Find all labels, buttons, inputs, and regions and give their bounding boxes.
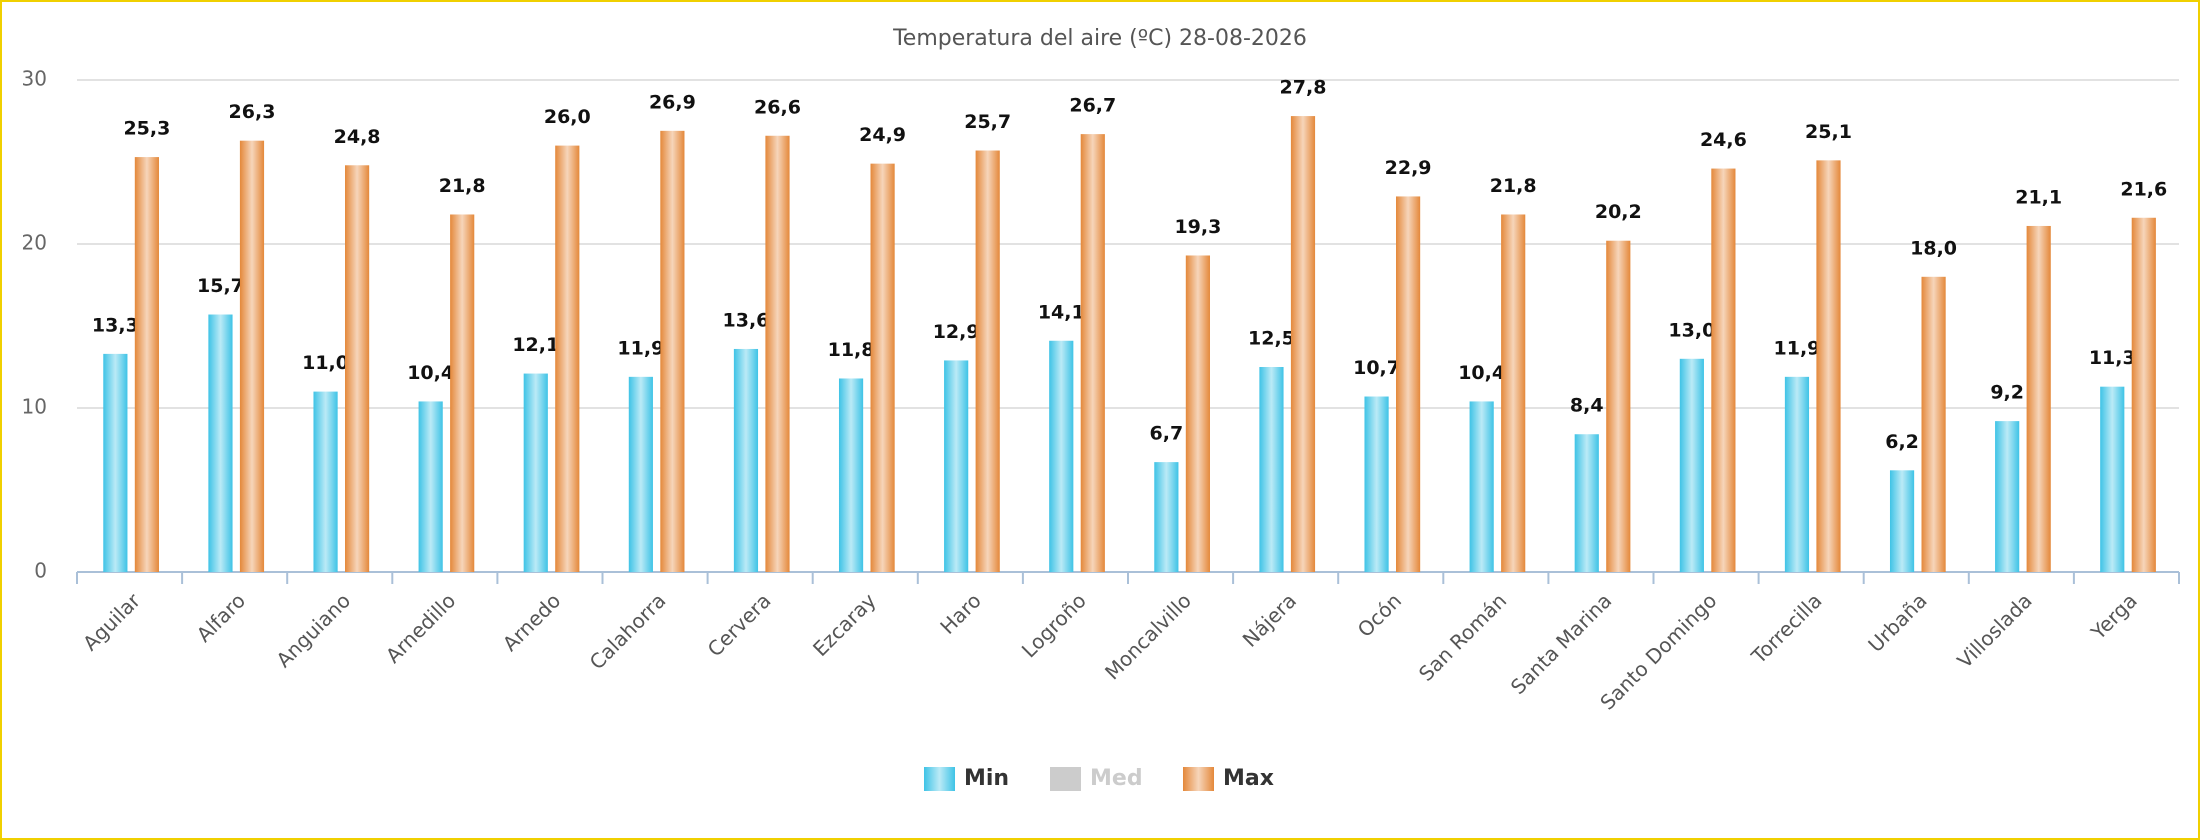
legend-label: Max (1223, 766, 1274, 791)
data-label: 12,5 (1248, 328, 1295, 350)
bar (2026, 225, 2051, 572)
bar (628, 376, 653, 572)
data-label: 27,8 (1280, 77, 1327, 99)
data-label: 25,3 (123, 118, 170, 140)
data-label: 26,3 (229, 101, 276, 123)
data-label: 18,0 (1910, 237, 1957, 259)
data-label: 25,7 (964, 111, 1011, 133)
legend-marker (1050, 767, 1081, 791)
data-label: 11,3 (2089, 347, 2136, 369)
y-tick-label: 10 (22, 395, 47, 419)
bar (660, 130, 685, 572)
bar (1080, 134, 1105, 572)
bar (1606, 240, 1631, 572)
data-label: 26,7 (1069, 95, 1116, 117)
data-label: 22,9 (1385, 157, 1432, 179)
bar (1574, 434, 1599, 572)
data-label: 9,2 (1990, 382, 2024, 404)
bar (1995, 421, 2020, 572)
bar (1364, 396, 1389, 572)
data-label: 24,6 (1700, 129, 1747, 151)
data-label: 26,0 (544, 106, 591, 128)
bar (944, 360, 969, 572)
legend-marker (924, 767, 955, 791)
bar (1154, 462, 1179, 572)
data-label: 6,7 (1150, 423, 1184, 445)
data-label: 24,8 (334, 126, 381, 148)
bar (1501, 214, 1526, 573)
data-label: 11,9 (1774, 337, 1821, 359)
data-label: 24,9 (859, 124, 906, 146)
bar (1679, 358, 1704, 572)
bar (239, 140, 265, 572)
data-label: 21,6 (2120, 178, 2167, 200)
data-label: 19,3 (1174, 216, 1221, 238)
data-label: 10,7 (1353, 357, 1400, 379)
data-label: 25,1 (1805, 121, 1852, 143)
data-label: 12,9 (933, 321, 980, 343)
bar (1290, 116, 1316, 572)
bar (345, 165, 370, 572)
bar (523, 373, 548, 572)
data-label: 10,4 (407, 362, 454, 384)
bar (1185, 255, 1210, 573)
data-label: 14,1 (1038, 301, 1085, 323)
data-label: 21,1 (2015, 186, 2062, 208)
data-label: 11,8 (828, 339, 875, 361)
bar (1049, 340, 1074, 572)
bar (134, 157, 159, 572)
data-label: 8,4 (1570, 395, 1604, 417)
data-label: 26,9 (649, 91, 696, 113)
bar (450, 214, 475, 573)
bar (1816, 160, 1841, 573)
bar (1396, 196, 1421, 572)
bar (1784, 376, 1810, 572)
data-label: 15,7 (197, 275, 244, 297)
data-label: 20,2 (1595, 201, 1642, 223)
bar (208, 314, 233, 572)
data-label: 21,8 (439, 175, 486, 197)
legend-label: Med (1090, 766, 1143, 791)
data-label: 26,6 (754, 96, 801, 118)
data-label: 13,6 (723, 309, 770, 331)
bar (2131, 217, 2156, 572)
legend-marker (1183, 767, 1214, 791)
bar (733, 348, 759, 572)
data-label: 13,0 (1668, 319, 1715, 341)
bar (838, 378, 864, 572)
bar (1259, 367, 1284, 572)
data-label: 11,0 (302, 352, 349, 374)
data-label: 21,8 (1490, 175, 1537, 197)
bar (975, 150, 1000, 572)
y-tick-label: 30 (22, 67, 47, 91)
bar (1921, 276, 1946, 572)
bar (765, 135, 790, 572)
bar (418, 401, 443, 572)
bar (1889, 470, 1915, 572)
bar (555, 145, 580, 572)
data-label: 11,9 (617, 337, 664, 359)
y-tick-label: 0 (34, 559, 47, 583)
data-label: 6,2 (1885, 431, 1919, 453)
y-tick-label: 20 (22, 231, 47, 255)
bar (103, 353, 128, 572)
bar (2100, 386, 2125, 572)
data-label: 10,4 (1458, 362, 1505, 384)
bar (1711, 168, 1736, 572)
bar (1469, 401, 1494, 572)
chart-title: Temperatura del aire (ºC) 28-08-2026 (892, 26, 1307, 51)
data-label: 13,3 (92, 314, 139, 336)
legend-label: Min (964, 766, 1009, 791)
bar (313, 391, 338, 572)
data-label: 12,1 (512, 334, 559, 356)
bar (870, 163, 895, 572)
